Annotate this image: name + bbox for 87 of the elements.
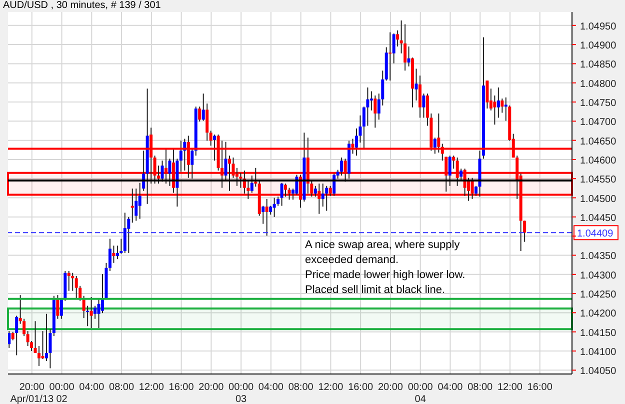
- candlestick: [422, 93, 426, 118]
- x-tick-label: 08:00: [288, 382, 314, 393]
- chart-title: AUD/USD , 30 minutes, # 139 / 301: [3, 0, 161, 11]
- candlestick: [235, 167, 238, 186]
- candlestick: [288, 187, 291, 200]
- candlestick: [370, 90, 373, 111]
- y-tick-label: 1.04700: [580, 117, 617, 128]
- candlestick: [134, 188, 138, 222]
- candlestick: [202, 93, 205, 122]
- candlestick: [123, 212, 126, 254]
- x-tick-label: 12:00: [318, 382, 344, 393]
- candlestick: [228, 155, 231, 192]
- candlestick: [392, 32, 396, 64]
- y-tick-label: 1.04150: [580, 328, 617, 339]
- candlestick: [340, 157, 344, 176]
- y-tick-label: 1.04300: [580, 270, 617, 282]
- x-tick-label: 16:00: [527, 382, 553, 393]
- y-tick-label: 1.04900: [580, 40, 617, 52]
- annotation: A nice swap area, where supply exceeded demand. Price made lower high lower low. Placed sell limit at black line.: [305, 238, 466, 298]
- x-tick-label: 12:00: [138, 382, 164, 393]
- candlestick: [321, 183, 324, 208]
- candlestick: [108, 238, 112, 272]
- x-tick-label: 00:00 03: [228, 382, 254, 404]
- x-tick-label: 04:00: [438, 382, 464, 393]
- candlestick: [272, 197, 276, 218]
- candlestick: [344, 158, 347, 182]
- candlestick: [74, 275, 78, 299]
- candlestick: [15, 315, 18, 356]
- candlestick: [493, 95, 496, 126]
- y-tick-label: 1.04250: [580, 290, 617, 301]
- x-tick-label: 16:00: [168, 382, 194, 393]
- x-tick-label: 08:00: [109, 382, 134, 393]
- x-tick-label: 04:00: [79, 382, 105, 393]
- candlestick: [496, 86, 500, 118]
- x-tick-label: 12:00: [497, 382, 523, 393]
- candlestick: [407, 46, 410, 67]
- candlestick: [460, 168, 463, 182]
- candlestick: [284, 183, 288, 198]
- candlestick: [213, 134, 216, 162]
- y-tick-label: 1.04450: [580, 212, 617, 224]
- candlestick: [262, 205, 265, 224]
- y-tick-label: 1.04600: [580, 155, 617, 166]
- candlestick: [265, 198, 268, 236]
- candlestick: [56, 294, 60, 320]
- y-tick-label: 1.04200: [580, 308, 617, 320]
- y-tick-label: 1.04500: [580, 194, 617, 205]
- candlestick: [179, 140, 182, 172]
- x-tick-label: 20:00: [378, 382, 404, 393]
- candlestick: [318, 183, 321, 214]
- candlestick: [404, 24, 407, 72]
- candlestick: [298, 174, 302, 208]
- x-tick-label: 08:00: [468, 382, 494, 393]
- candlestick: [67, 270, 70, 292]
- candlestick: [280, 182, 284, 206]
- candlestick: [41, 330, 44, 360]
- y-tick-label: 1.04350: [580, 251, 617, 262]
- candlestick: [328, 185, 332, 196]
- y-tick-label: 1.04650: [580, 136, 617, 148]
- candlestick: [448, 155, 452, 186]
- candlestick: [374, 95, 377, 128]
- candlestick: [239, 172, 242, 188]
- x-tick-label: 20:00: [198, 382, 224, 393]
- candlestick: [153, 155, 156, 184]
- candlestick: [325, 185, 328, 212]
- candlestick: [26, 330, 30, 347]
- candlestick: [500, 98, 504, 114]
- candlestick: [127, 216, 130, 254]
- y-tick-label: 1.04950: [580, 21, 617, 32]
- candlestick: [90, 296, 93, 329]
- y-tick-label: 1.04100: [580, 347, 617, 358]
- candlestick: [8, 330, 11, 348]
- y-tick-label: 1.04550: [580, 174, 617, 186]
- candlestick: [452, 155, 456, 170]
- x-tick-label: 04:00: [258, 382, 284, 393]
- y-tick-label: 1.04800: [580, 78, 617, 90]
- x-tick-label: 00:00 04: [408, 382, 434, 404]
- candlestick: [198, 106, 202, 122]
- candlestick: [112, 245, 116, 264]
- candlestick: [396, 30, 400, 47]
- candlestick: [456, 157, 459, 186]
- y-tick-label: 1.04750: [580, 98, 617, 110]
- y-tick-label: 1.04050: [580, 366, 617, 378]
- candlestick: [190, 148, 194, 180]
- x-tick-label: 16:00: [348, 382, 374, 393]
- candlestick: [388, 32, 392, 82]
- y-tick-label: 1.04850: [580, 60, 617, 71]
- ref-line-label: 1.04409: [577, 228, 614, 240]
